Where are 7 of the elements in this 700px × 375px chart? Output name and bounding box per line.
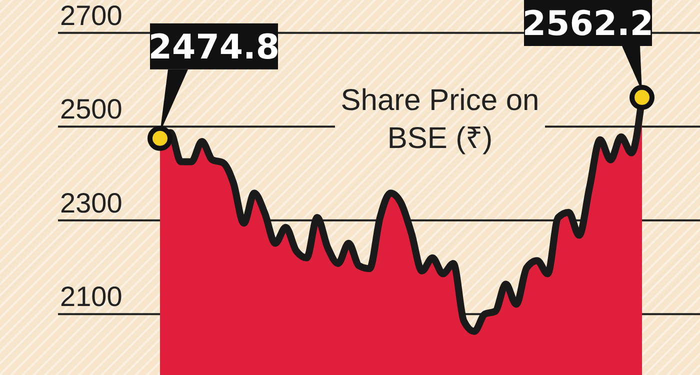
y-tick-label: 2300 bbox=[60, 187, 122, 218]
y-tick-label: 2500 bbox=[60, 94, 122, 125]
y-tick-label: 2100 bbox=[60, 281, 122, 312]
data-label: 2562.2 bbox=[522, 4, 654, 44]
y-tick-label: 2700 bbox=[60, 0, 122, 31]
series-label: Share Price on BSE (₹) bbox=[340, 84, 540, 155]
data-label: 2474.8 bbox=[148, 27, 280, 68]
